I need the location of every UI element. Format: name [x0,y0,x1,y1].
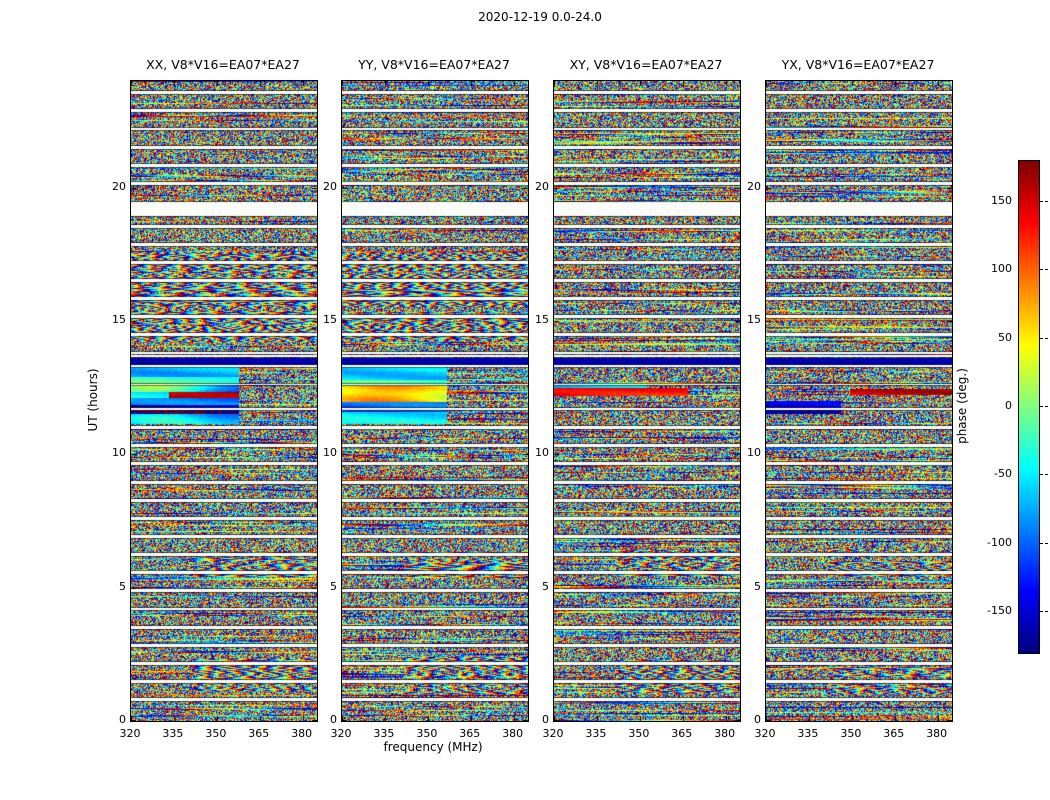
x-tick-label: 335 [373,727,395,740]
colorbar-tick-mark [1040,337,1048,339]
colorbar-tick-label: -50 [994,467,1012,481]
heatmap-panel-yy [341,80,529,722]
heatmap-canvas-yx [766,81,952,721]
colorbar [1018,160,1040,654]
colorbar-tick-mark [1040,542,1048,544]
colorbar-label: phase (deg.) [955,368,969,444]
x-axis-label: frequency (MHz) [383,740,483,754]
x-tick-label: 320 [754,727,776,740]
x-tick-label: 350 [628,727,650,740]
heatmap-canvas-yy [342,81,528,721]
colorbar-tick-label: 100 [991,262,1012,276]
heatmap-panel-xy [553,80,741,722]
colorbar-tick-mark [1040,201,1048,202]
y-tick-label: 15 [747,313,761,326]
panel-title-xy: XY, V8*V16=EA07*EA27 [569,57,723,72]
y-tick-label: 5 [119,579,126,593]
x-tick-label: 320 [119,727,141,740]
x-tick-label: 365 [671,727,693,740]
panel-title-yy: YY, V8*V16=EA07*EA27 [358,57,510,72]
y-tick-label: 20 [535,179,549,193]
y-tick-label: 10 [112,446,126,460]
figure-title: 2020-12-19 0.0-24.0 [478,10,602,24]
y-tick-label: 0 [754,713,761,726]
x-tick-label: 380 [714,727,736,740]
y-tick-label: 20 [323,179,337,193]
colorbar-tick-label: 50 [998,330,1012,344]
colorbar-tick-mark [1040,269,1048,271]
y-tick-label: 0 [330,713,337,726]
colorbar-tick-mark [1040,474,1048,476]
colorbar-tick-label: -150 [987,604,1012,617]
heatmap-panel-xx [130,80,318,722]
y-tick-label: 5 [330,579,337,593]
x-tick-label: 350 [840,727,862,740]
y-tick-label: 10 [535,446,549,460]
x-tick-label: 380 [291,727,313,740]
y-tick-label: 5 [542,579,549,593]
colorbar-tick-mark [1040,406,1048,407]
panel-title-xx: XX, V8*V16=EA07*EA27 [146,57,300,72]
heatmap-canvas-xx [131,81,317,721]
x-tick-label: 350 [416,727,438,740]
y-tick-label: 15 [323,313,337,326]
y-tick-label: 10 [747,446,761,460]
y-tick-label: 20 [747,179,761,193]
y-tick-label: 20 [112,179,126,193]
x-tick-label: 335 [162,727,184,740]
colorbar-canvas [1019,161,1039,653]
y-tick-label: 10 [323,446,337,460]
x-tick-label: 320 [542,727,564,740]
y-tick-label: 15 [112,313,126,326]
x-tick-label: 365 [459,727,481,740]
colorbar-tick-label: 150 [991,194,1012,207]
x-tick-label: 335 [585,727,607,740]
x-tick-label: 380 [926,727,948,740]
y-axis-label: UT (hours) [86,368,100,432]
x-tick-label: 335 [797,727,819,740]
y-tick-label: 0 [119,713,126,726]
x-tick-label: 365 [883,727,905,740]
heatmap-canvas-xy [554,81,740,721]
y-tick-label: 0 [542,713,549,726]
x-tick-label: 320 [330,727,352,740]
colorbar-tick-label: -100 [987,535,1012,549]
x-tick-label: 380 [502,727,524,740]
colorbar-tick-mark [1040,611,1048,612]
y-tick-label: 5 [754,579,761,593]
colorbar-tick-label: 0 [1005,399,1012,412]
heatmap-panel-yx [765,80,953,722]
panel-title-yx: YX, V8*V16=EA07*EA27 [781,57,935,72]
x-tick-label: 350 [205,727,227,740]
y-tick-label: 15 [535,313,549,326]
x-tick-label: 365 [248,727,270,740]
